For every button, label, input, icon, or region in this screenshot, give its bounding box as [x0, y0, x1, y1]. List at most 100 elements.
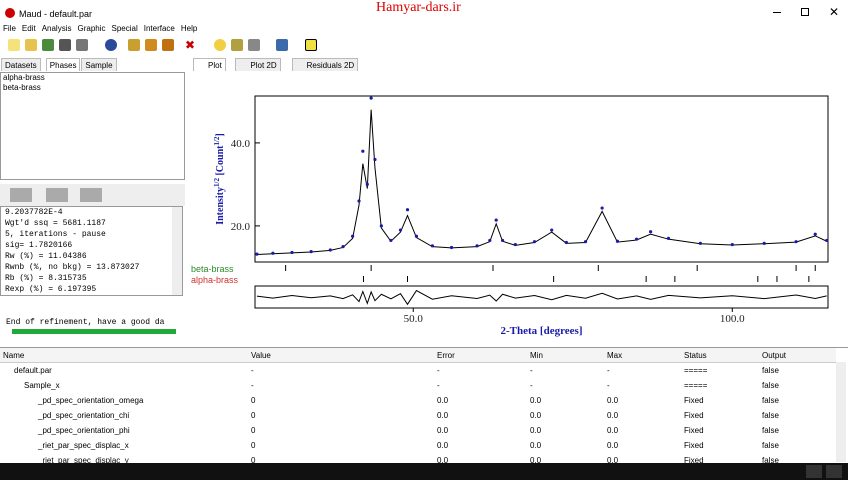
phase-item[interactable]: beta-brass	[3, 83, 41, 92]
menu-item[interactable]: Help	[180, 24, 198, 33]
console-line: 4 iterations = 5	[5, 295, 182, 296]
tool-target[interactable]	[105, 39, 117, 51]
tool-box3[interactable]	[162, 39, 174, 51]
table-row[interactable]: _pd_spec_orientation_chi 0 0.0 0.0 0.0 Fixed f…	[0, 408, 836, 423]
y-axis-label: Intensity1/2 [Count1/2]	[213, 133, 226, 225]
phase-legend: alpha-brass	[191, 275, 239, 285]
column-header[interactable]: Name	[3, 351, 25, 360]
tool-delete[interactable]: ✖	[184, 38, 196, 52]
tool-bulb[interactable]	[214, 39, 226, 51]
calculated-line	[256, 109, 827, 256]
column-header[interactable]: Value	[251, 351, 271, 360]
tool-open[interactable]	[25, 39, 37, 51]
table-cell: 0	[251, 456, 256, 463]
menu-bar: File Edit Analysis Graphic Special Interface H…	[0, 24, 848, 36]
column-header[interactable]: Status	[684, 351, 707, 360]
table-cell: Fixed	[684, 441, 704, 450]
y-tick-label: 40.0	[231, 138, 251, 150]
maximize[interactable]	[801, 8, 809, 16]
stop-button[interactable]	[10, 188, 32, 202]
observed-point	[615, 239, 620, 243]
tool-box2[interactable]	[145, 39, 157, 51]
pause-button[interactable]	[46, 188, 68, 202]
table-cell: Fixed	[684, 426, 704, 435]
tool-new[interactable]	[8, 39, 20, 51]
observed-point	[351, 234, 355, 238]
table-cell: 0	[251, 396, 256, 405]
observed-point	[341, 245, 345, 249]
plot-frame	[254, 95, 829, 263]
observed-point	[494, 218, 498, 222]
y-label-part: 1/2	[213, 136, 221, 145]
phase-item[interactable]: alpha-brass	[3, 73, 45, 82]
y-label-part: 1/2	[213, 178, 221, 187]
tab[interactable]: Phases	[45, 58, 81, 71]
tool-print[interactable]	[248, 39, 260, 51]
menu-item[interactable]: Analysis	[41, 24, 72, 33]
table-cell: Fixed	[684, 396, 704, 405]
pause-video[interactable]	[806, 465, 822, 478]
column-header[interactable]: Max	[607, 351, 623, 360]
x-tick-label: 50.0	[404, 313, 424, 325]
observed-point	[600, 206, 604, 210]
tool-box[interactable]	[128, 39, 140, 51]
table-cell: false	[762, 396, 779, 405]
table-row[interactable]: _riet_par_spec_displac_x 0 0.0 0.0 0.0 Fixed f…	[0, 438, 836, 453]
observed-point	[649, 230, 653, 234]
tool-save[interactable]	[59, 39, 71, 51]
plot-tab[interactable]: Plot 2D	[235, 58, 281, 71]
tool-list[interactable]	[231, 39, 243, 51]
tool-refresh[interactable]	[42, 39, 54, 51]
menu-item[interactable]: Interface	[143, 24, 175, 33]
tool-chart[interactable]	[276, 39, 288, 51]
table-cell: default.par	[14, 366, 52, 375]
column-header[interactable]: Min	[530, 351, 543, 360]
fullscreen-video[interactable]	[826, 465, 842, 478]
table-row[interactable]: _pd_spec_orientation_omega 0 0.0 0.0 0.0 Fixe…	[0, 393, 836, 408]
tool-help[interactable]	[305, 39, 317, 51]
observed-point	[449, 245, 454, 250]
observed-point	[666, 236, 671, 240]
tab[interactable]: Datasets	[1, 58, 41, 71]
menu-item[interactable]: Graphic	[77, 24, 106, 33]
observed-point	[532, 240, 537, 244]
watermark: Hamyar-dars.ir	[376, 0, 461, 15]
title-bar: Maud - default.par Hamyar-dars.ir ✕	[0, 0, 848, 24]
table-cell: -	[437, 366, 440, 375]
table-cell: false	[762, 456, 779, 463]
minimize[interactable]	[773, 12, 781, 13]
plot-tab[interactable]: Residuals 2D	[291, 58, 359, 71]
table-cell: 0	[251, 411, 256, 420]
table-cell: _pd_spec_orientation_omega	[38, 396, 144, 405]
next-button[interactable]	[80, 188, 102, 202]
table-cell: -	[530, 366, 533, 375]
table-cell: false	[762, 366, 779, 375]
table-row[interactable]: Sample_x - - - - ===== false	[0, 378, 836, 393]
table-cell: -	[251, 381, 254, 390]
close[interactable]: ✕	[829, 5, 840, 19]
tab[interactable]: Sample	[81, 58, 117, 71]
column-header[interactable]: Output	[762, 351, 787, 360]
plot-tab[interactable]: Plot	[193, 58, 226, 71]
console-scrollbar[interactable]	[172, 207, 182, 295]
table-cell: 0.0	[607, 396, 619, 405]
table-cell: _pd_spec_orientation_chi	[38, 411, 130, 420]
table-row[interactable]: _riet_par_spec_displac_y 0 0.0 0.0 0.0 Fixed f…	[0, 453, 836, 463]
menu-item[interactable]: Special	[111, 24, 138, 33]
plot-tabs: Plot Plot 2D Residuals 2D	[191, 58, 847, 73]
console-line: Rexp (%) = 6.197395	[5, 285, 97, 294]
observed-point	[430, 244, 434, 248]
table-cell: false	[762, 411, 779, 420]
menu-item[interactable]: File	[3, 24, 16, 33]
observed-point	[328, 248, 332, 252]
observed-point	[309, 250, 313, 254]
table-cell: 0.0	[530, 441, 542, 450]
table-row[interactable]: _pd_spec_orientation_phi 0 0.0 0.0 0.0 Fixed f…	[0, 423, 836, 438]
table-row[interactable]: default.par - - - - ===== false	[0, 363, 836, 378]
column-header[interactable]: Error	[437, 351, 455, 360]
menu-item[interactable]: Edit	[21, 24, 36, 33]
table-cell: -	[530, 381, 533, 390]
table-scrollbar[interactable]	[836, 362, 846, 462]
table-cell: 0.0	[437, 411, 449, 420]
tool-saveas[interactable]	[76, 39, 88, 51]
